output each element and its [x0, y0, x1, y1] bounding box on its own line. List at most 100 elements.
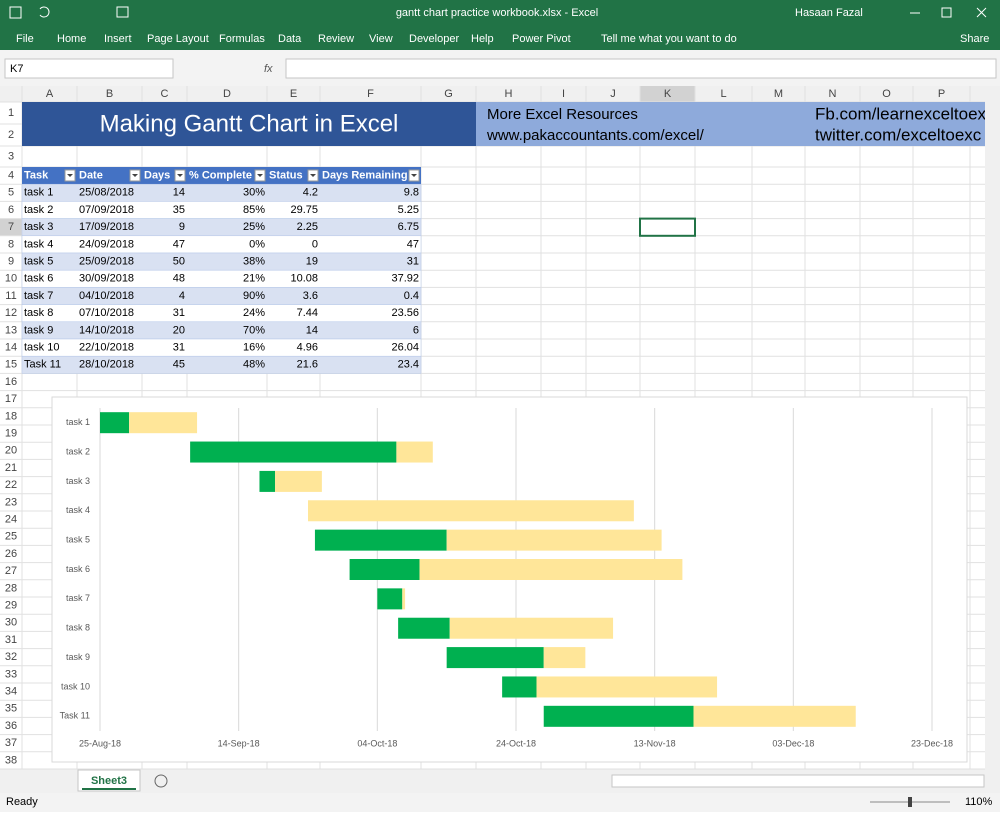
table-cell: task 4	[24, 238, 53, 250]
row-header: 34	[5, 686, 17, 698]
table-cell: 24%	[243, 307, 265, 319]
table-cell: task 1	[24, 187, 53, 199]
filter-arrow	[67, 174, 73, 177]
column-header: M	[774, 88, 783, 100]
zoom-thumb[interactable]	[908, 797, 912, 807]
table-cell: 70%	[243, 324, 265, 336]
y-tick-label: Task 11	[60, 711, 90, 721]
table-cell: 31	[407, 256, 419, 268]
table-cell: 9	[179, 221, 185, 233]
ribbon-tab[interactable]: Insert	[104, 33, 132, 45]
table-cell: 47	[173, 238, 185, 250]
table-cell: 38%	[243, 256, 265, 268]
column-header: N	[829, 88, 837, 100]
ribbon-tab[interactable]: Power Pivot	[512, 33, 571, 45]
x-tick-label: 23-Dec-18	[911, 738, 953, 748]
row-header: 12	[5, 307, 17, 319]
bar	[377, 588, 403, 610]
table-cell: 07/10/2018	[79, 307, 134, 319]
banner-title: Making Gantt Chart in Excel	[100, 110, 399, 137]
y-tick-label: task 9	[66, 652, 90, 662]
table-cell: 21.6	[297, 359, 318, 371]
bar	[398, 617, 450, 639]
x-tick-label: 25-Aug-18	[79, 738, 121, 748]
ribbon-tab[interactable]: Data	[278, 33, 302, 45]
ribbon-tab[interactable]: Review	[318, 33, 354, 45]
table-cell: 23.4	[398, 359, 419, 371]
row-header: 4	[8, 170, 14, 182]
table-cell: 19	[306, 256, 318, 268]
table-cell: 0.4	[404, 290, 419, 302]
table-cell: 23.56	[391, 307, 419, 319]
ribbon-tab[interactable]: View	[369, 33, 393, 45]
selected-column-header	[640, 86, 695, 102]
table-cell: 28/10/2018	[79, 359, 134, 371]
row-header: 30	[5, 617, 17, 629]
table-cell: task 9	[24, 324, 53, 336]
y-tick-label: task 10	[61, 681, 90, 691]
ribbon-tab[interactable]: Home	[57, 33, 86, 45]
sheet-tab[interactable]	[77, 769, 141, 792]
banner-social-bg	[805, 102, 985, 146]
formula-input[interactable]	[285, 58, 997, 79]
table-cell: task 8	[24, 307, 53, 319]
table-cell: task 5	[24, 256, 53, 268]
bar	[536, 676, 718, 698]
table-cell: task 7	[24, 290, 53, 302]
row-header: 28	[5, 582, 17, 594]
bar	[449, 617, 614, 639]
table-cell: 90%	[243, 290, 265, 302]
bar	[396, 441, 433, 463]
row-header: 26	[5, 548, 17, 560]
table-cell: 3.6	[303, 290, 318, 302]
selected-row-header	[0, 218, 22, 236]
ribbon-tab[interactable]: Developer	[409, 33, 459, 45]
table-cell: 16%	[243, 342, 265, 354]
user-name[interactable]: Hasaan Fazal	[795, 7, 863, 19]
ribbon-tab[interactable]: Page Layout	[147, 33, 209, 45]
x-tick-label: 04-Oct-18	[357, 738, 397, 748]
table-header: % Complete	[189, 170, 252, 182]
share-button[interactable]: Share	[960, 33, 989, 45]
vertical-scrollbar[interactable]	[985, 86, 1000, 769]
bar	[402, 588, 406, 610]
table-row-bg	[21, 355, 422, 374]
y-tick-label: task 3	[66, 476, 90, 486]
row-header: 10	[5, 273, 17, 285]
fx-label[interactable]: fx	[264, 63, 273, 75]
row-header: 16	[5, 376, 17, 388]
column-header: B	[106, 88, 113, 100]
quick-access	[9, 6, 129, 19]
bar	[259, 470, 276, 492]
x-tick-label: 14-Sep-18	[218, 738, 260, 748]
row-header: 2	[8, 129, 14, 141]
name-box[interactable]	[4, 58, 174, 79]
add-sheet[interactable]	[154, 774, 168, 788]
ribbon-tab[interactable]: File	[16, 33, 34, 45]
table-cell: 25%	[243, 221, 265, 233]
table-header: Date	[79, 170, 103, 182]
table-cell: 48%	[243, 359, 265, 371]
table-cell: 35	[173, 204, 185, 216]
ribbon-tab[interactable]: Formulas	[219, 33, 265, 45]
column-header: F	[367, 88, 374, 100]
filter-arrow	[177, 174, 183, 177]
table-cell: 5.25	[398, 204, 419, 216]
row-header: 1	[8, 107, 14, 119]
horizontal-scrollbar[interactable]	[611, 774, 985, 788]
row-header: 11	[5, 290, 16, 302]
tell-me[interactable]: Tell me what you want to do	[601, 33, 737, 45]
bar	[314, 529, 447, 551]
ribbon-tab[interactable]: Help	[471, 33, 494, 45]
table-cell: task 6	[24, 273, 53, 285]
row-header: 29	[5, 600, 17, 612]
y-tick-label: task 7	[66, 593, 90, 603]
bar	[446, 647, 544, 669]
table-cell: 9.8	[404, 187, 419, 199]
title-bar	[0, 0, 1000, 50]
column-header: H	[505, 88, 513, 100]
row-header: 7	[8, 221, 14, 233]
table-header-bg	[22, 167, 421, 185]
table-cell: 25/08/2018	[79, 187, 134, 199]
table-cell: 0	[312, 238, 318, 250]
